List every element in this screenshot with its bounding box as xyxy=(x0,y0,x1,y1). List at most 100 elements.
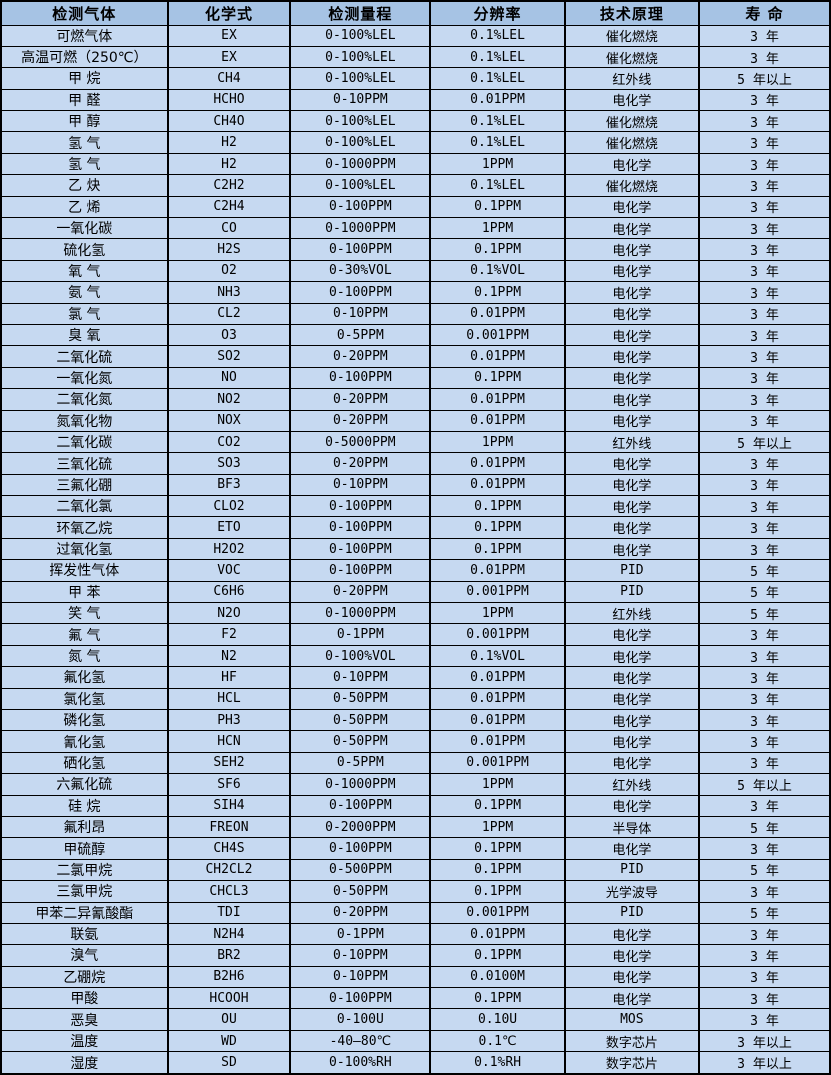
table-row: 甲酸 HCOOH 0-100PPM 0.1PPM 电化学 3 年 xyxy=(0,987,831,1010)
cell-detection-range: -40—80℃ xyxy=(289,1029,432,1053)
cell-lifespan: 3 年以上 xyxy=(698,1051,831,1075)
table-row: 氢 气 H2 0-100%LEL 0.1%LEL 催化燃烧 3 年 xyxy=(0,131,831,154)
cell-chemical-formula: HCOOH xyxy=(166,987,292,1010)
table-row: 三氯甲烷 CHCL3 0-50PPM 0.1PPM 光学波导 3 年 xyxy=(0,880,831,903)
cell-technology: 电化学 xyxy=(563,366,701,390)
cell-technology: 电化学 xyxy=(563,666,701,689)
table-row: 一氧化碳 CO 0-1000PPM 1PPM 电化学 3 年 xyxy=(0,217,831,240)
cell-technology: 电化学 xyxy=(563,644,701,668)
cell-chemical-formula: OU xyxy=(166,1008,292,1031)
cell-detection-range: 0-1000PPM xyxy=(289,152,432,176)
table-row: 二氧化硫 SO2 0-20PPM 0.01PPM 电化学 3 年 xyxy=(0,345,831,368)
cell-gas-name: 甲 醛 xyxy=(0,88,169,112)
cell-resolution: 0.01PPM xyxy=(429,687,566,711)
cell-detection-range: 0-100PPM xyxy=(289,987,432,1010)
cell-detection-range: 0-10PPM xyxy=(289,473,432,497)
cell-chemical-formula: H2O2 xyxy=(166,537,292,561)
cell-chemical-formula: CH2CL2 xyxy=(166,858,292,882)
cell-technology: MOS xyxy=(563,1008,701,1031)
cell-gas-name: 氮 气 xyxy=(0,644,169,668)
cell-lifespan: 3 年 xyxy=(698,644,831,668)
cell-detection-range: 0-2000PPM xyxy=(289,815,432,839)
cell-technology: 电化学 xyxy=(563,987,701,1010)
table-row: 环氧乙烷 ETO 0-100PPM 0.1PPM 电化学 3 年 xyxy=(0,516,831,539)
table-row: 三氧化硫 SO3 0-20PPM 0.01PPM 电化学 3 年 xyxy=(0,452,831,475)
cell-technology: PID xyxy=(563,559,701,582)
cell-chemical-formula: SO2 xyxy=(166,345,292,368)
cell-resolution: 0.01PPM xyxy=(429,409,566,432)
cell-detection-range: 0-10PPM xyxy=(289,944,432,967)
cell-detection-range: 0-500PPM xyxy=(289,858,432,882)
cell-technology: 电化学 xyxy=(563,965,701,989)
cell-lifespan: 3 年 xyxy=(698,751,831,775)
cell-technology: 电化学 xyxy=(563,259,701,283)
cell-technology: 电化学 xyxy=(563,409,701,432)
cell-gas-name: 二氧化氯 xyxy=(0,495,169,518)
cell-lifespan: 3 年 xyxy=(698,281,831,304)
cell-chemical-formula: N2 xyxy=(166,644,292,668)
cell-gas-name: 三氟化硼 xyxy=(0,473,169,497)
cell-detection-range: 0-20PPM xyxy=(289,580,432,604)
table-row: 高温可燃（250℃） EX 0-100%LEL 0.1%LEL 催化燃烧 3 年 xyxy=(0,45,831,69)
column-header-resolution: 分辨率 xyxy=(429,0,566,26)
cell-resolution: 0.1℃ xyxy=(429,1029,566,1053)
cell-chemical-formula: C2H4 xyxy=(166,195,292,219)
cell-chemical-formula: PH3 xyxy=(166,708,292,732)
cell-resolution: 1PPM xyxy=(429,217,566,240)
cell-chemical-formula: B2H6 xyxy=(166,965,292,989)
cell-resolution: 0.1PPM xyxy=(429,516,566,539)
cell-detection-range: 0-100PPM xyxy=(289,238,432,261)
table-row: 氯 气 CL2 0-10PPM 0.01PPM 电化学 3 年 xyxy=(0,302,831,325)
cell-detection-range: 0-100%LEL xyxy=(289,131,432,154)
cell-detection-range: 0-20PPM xyxy=(289,388,432,411)
cell-resolution: 1PPM xyxy=(429,773,566,796)
table-row: 恶臭 OU 0-100U 0.10U MOS 3 年 xyxy=(0,1008,831,1031)
cell-lifespan: 3 年 xyxy=(698,516,831,539)
table-row: 挥发性气体 VOC 0-100PPM 0.01PPM PID 5 年 xyxy=(0,559,831,582)
cell-technology: PID xyxy=(563,901,701,924)
cell-technology: 催化燃烧 xyxy=(563,45,701,69)
column-header-technology: 技术原理 xyxy=(563,0,701,26)
cell-chemical-formula: WD xyxy=(166,1029,292,1053)
cell-lifespan: 5 年 xyxy=(698,815,831,839)
cell-lifespan: 3 年以上 xyxy=(698,1029,831,1053)
table-row: 硅 烷 SIH4 0-100PPM 0.1PPM 电化学 3 年 xyxy=(0,794,831,817)
cell-lifespan: 3 年 xyxy=(698,388,831,411)
cell-gas-name: 二氧化硫 xyxy=(0,345,169,368)
table-row: 六氟化硫 SF6 0-1000PPM 1PPM 红外线 5 年以上 xyxy=(0,773,831,796)
cell-technology: 电化学 xyxy=(563,88,701,112)
cell-gas-name: 二氯甲烷 xyxy=(0,858,169,882)
cell-technology: 数字芯片 xyxy=(563,1051,701,1075)
cell-resolution: 0.01PPM xyxy=(429,708,566,732)
cell-chemical-formula: H2 xyxy=(166,152,292,176)
cell-gas-name: 湿度 xyxy=(0,1051,169,1075)
cell-lifespan: 3 年 xyxy=(698,366,831,390)
cell-detection-range: 0-1000PPM xyxy=(289,602,432,625)
cell-detection-range: 0-5PPM xyxy=(289,751,432,775)
cell-technology: 红外线 xyxy=(563,67,701,90)
cell-gas-name: 环氧乙烷 xyxy=(0,516,169,539)
cell-resolution: 0.10U xyxy=(429,1008,566,1031)
table-row: 臭 氧 O3 0-5PPM 0.001PPM 电化学 3 年 xyxy=(0,323,831,347)
cell-lifespan: 3 年 xyxy=(698,152,831,176)
cell-chemical-formula: CLO2 xyxy=(166,495,292,518)
cell-gas-name: 可燃气体 xyxy=(0,24,169,47)
cell-detection-range: 0-20PPM xyxy=(289,452,432,475)
cell-detection-range: 0-100%RH xyxy=(289,1051,432,1075)
cell-chemical-formula: C6H6 xyxy=(166,580,292,604)
cell-resolution: 0.1%LEL xyxy=(429,67,566,90)
cell-technology: 电化学 xyxy=(563,794,701,817)
cell-resolution: 0.0100M xyxy=(429,965,566,989)
cell-gas-name: 乙 烯 xyxy=(0,195,169,219)
cell-resolution: 0.1PPM xyxy=(429,238,566,261)
cell-lifespan: 3 年 xyxy=(698,708,831,732)
cell-technology: 电化学 xyxy=(563,152,701,176)
cell-chemical-formula: ETO xyxy=(166,516,292,539)
cell-lifespan: 3 年 xyxy=(698,174,831,197)
table-row: 甲 醛 HCHO 0-10PPM 0.01PPM 电化学 3 年 xyxy=(0,88,831,112)
cell-technology: 电化学 xyxy=(563,537,701,561)
cell-lifespan: 3 年 xyxy=(698,323,831,347)
cell-detection-range: 0-10PPM xyxy=(289,666,432,689)
cell-technology: 电化学 xyxy=(563,281,701,304)
cell-gas-name: 氨 气 xyxy=(0,281,169,304)
